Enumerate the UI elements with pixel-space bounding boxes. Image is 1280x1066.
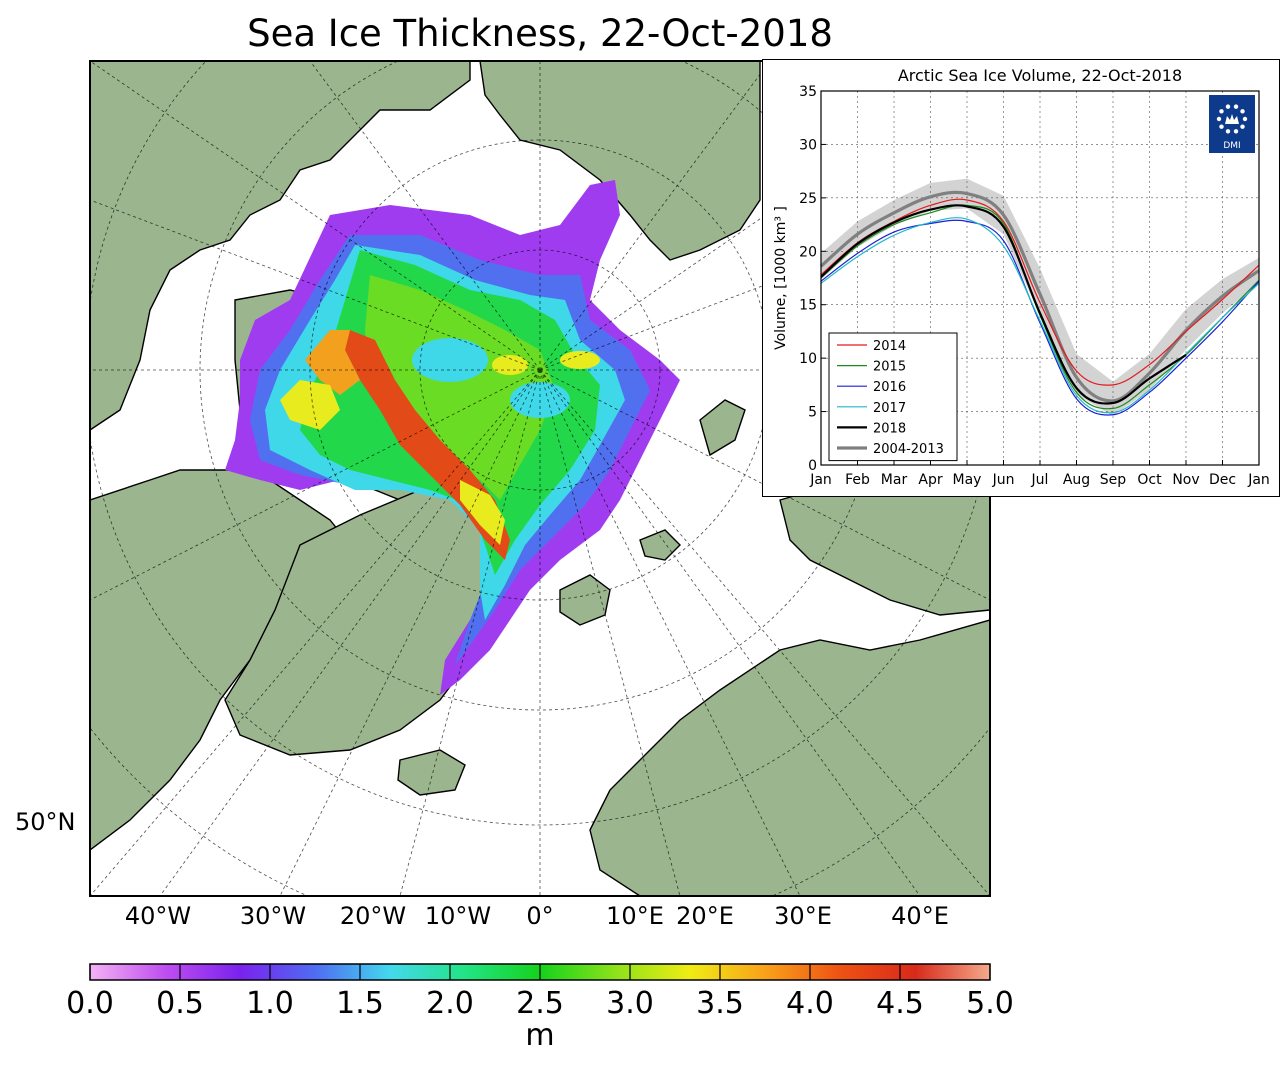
longitude-label: 10°E: [606, 902, 664, 930]
dmi-logo: DMI: [1209, 95, 1255, 153]
colorbar-tick-label: 2.0: [426, 986, 474, 1021]
y-tick-label: 30: [799, 137, 817, 153]
colorbar-tick-label: 3.5: [696, 986, 744, 1021]
series-line-2017: [820, 217, 1260, 414]
colorbar-tick-label: 4.0: [786, 986, 834, 1021]
legend: 2014 2015 2016 2017 2018 2004-2013: [828, 332, 958, 462]
volume-inset-chart: Arctic Sea Ice Volume, 22-Oct-2018 0 5 10 15…: [762, 59, 1280, 497]
land-franz-josef: [639, 529, 681, 561]
series-line-2018: [820, 204, 1187, 405]
land-alaska-siberia: [90, 61, 471, 431]
y-tick-label: 5: [808, 405, 817, 421]
dmi-logo-star: [1233, 104, 1239, 109]
colorbar-tick-label: 1.5: [336, 986, 384, 1021]
colorbar-tick-label: 1.0: [246, 986, 294, 1021]
land-north-siberia: [479, 61, 761, 261]
dmi-logo-star: [1219, 124, 1224, 129]
legend-box: [828, 332, 958, 462]
sea-ice-field: [225, 180, 680, 695]
longitude-label: 0°: [526, 902, 554, 930]
dmi-logo-star: [1240, 124, 1245, 129]
legend-label-2017: 2017: [873, 401, 906, 416]
ice-yellow-coast: [460, 480, 505, 545]
x-tick-label: Oct: [1137, 472, 1162, 488]
x-tick-label: Jul: [1031, 472, 1049, 488]
dmi-logo-star: [1225, 104, 1231, 109]
volume-chart-svg: Arctic Sea Ice Volume, 22-Oct-2018 0 5 10 15…: [773, 66, 1270, 488]
colorbar-tick-label: 4.5: [876, 986, 924, 1021]
land-scandinavia: [589, 619, 990, 896]
ice-yellow-patch: [560, 351, 600, 369]
colorbar-tick-label: 0.0: [66, 986, 114, 1021]
dmi-logo-star: [1242, 116, 1248, 122]
chart-title: Arctic Sea Ice Volume, 22-Oct-2018: [898, 66, 1182, 85]
x-tick-label: May: [953, 472, 982, 488]
land-iceland: [397, 749, 466, 796]
latitude-label: 50°N: [15, 808, 76, 836]
colorbar: [89, 963, 991, 981]
map-title: Sea Ice Thickness, 22-Oct-2018: [247, 12, 833, 55]
ice-cyan-patch: [412, 338, 488, 382]
longitude-label: 20°W: [339, 902, 407, 930]
legend-label-2018: 2018: [873, 421, 906, 436]
x-tick-label: Apr: [918, 472, 942, 488]
dmi-logo-star: [1225, 129, 1231, 134]
dmi-logo-star: [1240, 109, 1245, 114]
y-tick-label: 0: [808, 458, 817, 474]
longitude-label: 40°W: [124, 902, 192, 930]
legend-label-2004-2013: 2004-2013: [873, 442, 944, 457]
x-tick-label: Sep: [1100, 472, 1127, 488]
x-tick-label: Dec: [1209, 472, 1236, 488]
x-tick-label: Jan: [1247, 472, 1270, 488]
dmi-logo-star: [1219, 109, 1224, 114]
dmi-logo-star: [1233, 129, 1239, 134]
longitude-label: 30°W: [239, 902, 307, 930]
x-tick-label: Feb: [845, 472, 870, 488]
longitude-label: 30°E: [774, 902, 832, 930]
ice-green-mid: [365, 275, 555, 500]
series-line-2016: [820, 219, 1260, 416]
colorbar-unit: m: [525, 1018, 555, 1053]
y-tick-label: 10: [799, 351, 817, 367]
legend-label-2016: 2016: [873, 380, 906, 395]
y-axis-label: Volume, [1000 km³ ]: [773, 206, 789, 350]
colorbar-tick-label: 0.5: [156, 986, 204, 1021]
dmi-logo-star: [1216, 116, 1222, 122]
x-tick-label: Jun: [992, 472, 1015, 488]
colorbar-tick-label: 2.5: [516, 986, 564, 1021]
legend-label-2015: 2015: [873, 360, 906, 375]
dmi-crown-icon: [1225, 114, 1239, 124]
ice-yellow-channels: [280, 380, 340, 430]
y-tick-label: 20: [799, 244, 817, 260]
colorbar-tick-label: 5.0: [966, 986, 1014, 1021]
longitude-label: 40°E: [891, 902, 949, 930]
longitude-label: 20°E: [676, 902, 734, 930]
x-tick-label: Jan: [809, 472, 832, 488]
ice-orange-coast: [305, 330, 360, 395]
dmi-logo-text: DMI: [1223, 141, 1240, 151]
y-tick-label: 15: [799, 298, 817, 314]
y-tick-label: 25: [799, 191, 817, 207]
ice-yellow-patch: [492, 355, 528, 375]
x-tick-label: Mar: [881, 472, 908, 488]
longitude-label: 10°W: [424, 902, 492, 930]
legend-label-2014: 2014: [873, 339, 906, 354]
y-tick-label: 35: [799, 84, 817, 100]
x-tick-label: Nov: [1172, 472, 1199, 488]
colorbar-tick-label: 3.0: [606, 986, 654, 1021]
series-line-2004-2013: [819, 190, 1260, 403]
x-tick-label: Aug: [1063, 472, 1090, 488]
land-novaya-zemlya: [699, 399, 746, 457]
